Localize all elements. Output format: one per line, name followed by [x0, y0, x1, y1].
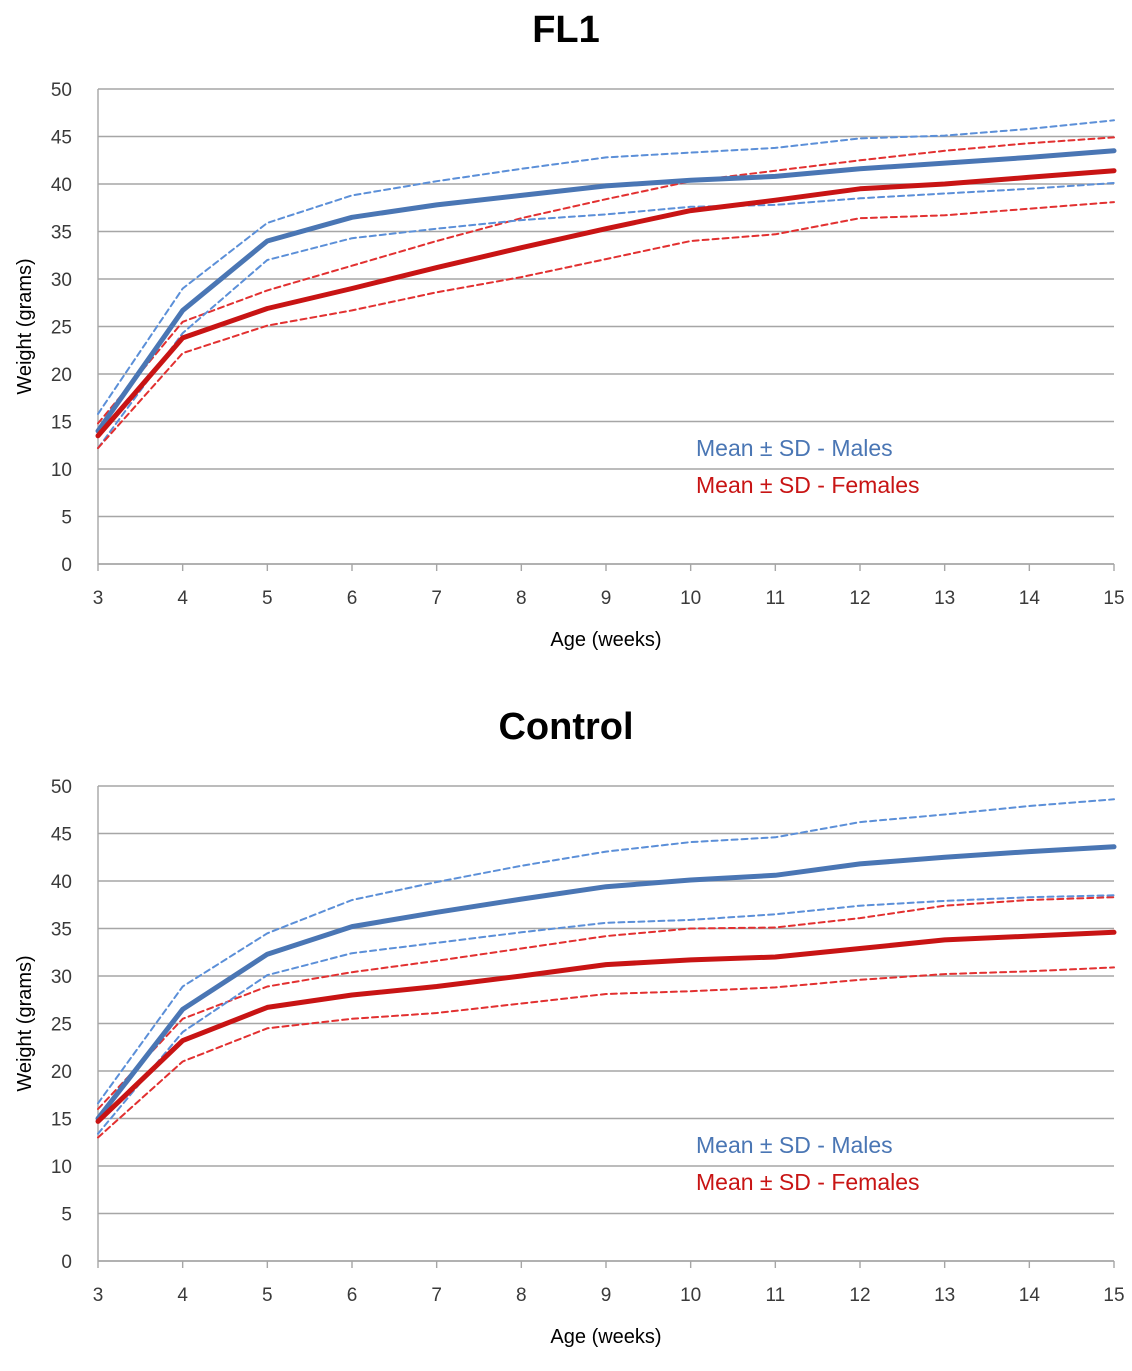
- x-tick-label: 7: [431, 588, 442, 609]
- females-lower-line: [97, 201, 1115, 450]
- y-tick-label: 35: [51, 223, 72, 244]
- x-tick-label: 15: [1103, 588, 1124, 609]
- legend-males: Mean ± SD - Males: [696, 1132, 893, 1158]
- x-tick-label: 6: [347, 588, 358, 609]
- x-axis-label: Age (weeks): [550, 629, 661, 651]
- y-tick-label: 45: [51, 825, 72, 846]
- x-axis-label: Age (weeks): [550, 1326, 661, 1348]
- x-tick-label: 14: [1019, 1285, 1041, 1306]
- legend-females: Mean ± SD - Females: [696, 472, 920, 498]
- females-mean-line: [95, 168, 1117, 439]
- y-tick-label: 15: [51, 413, 72, 434]
- y-tick-label: 10: [51, 460, 72, 481]
- x-tick-label: 12: [849, 1285, 870, 1306]
- y-tick-label: 40: [51, 872, 72, 893]
- males-lower-line: [97, 894, 1115, 1135]
- y-axis-label: Weight (grams): [14, 258, 36, 394]
- females-lower-line: [97, 966, 1115, 1139]
- males-mean-line: [95, 148, 1117, 434]
- females-mean-line: [95, 929, 1117, 1124]
- y-tick-label: 20: [51, 1062, 72, 1083]
- y-tick-label: 15: [51, 1110, 72, 1131]
- y-tick-label: 40: [51, 175, 72, 196]
- x-tick-label: 9: [601, 588, 612, 609]
- y-tick-label: 30: [51, 967, 72, 988]
- y-tick-label: 50: [51, 777, 72, 798]
- x-tick-label: 6: [347, 1285, 358, 1306]
- x-tick-label: 11: [765, 588, 785, 609]
- x-tick-label: 4: [177, 588, 188, 609]
- males-lower-line: [97, 182, 1115, 450]
- chart-control: Control 0 5 10 15 20 25 30 35 40 45 50 3 4 5 6 7 8 9 10 11 12…: [0, 697, 1132, 1371]
- x-tick-label: 8: [516, 588, 527, 609]
- y-tick-label: 35: [51, 920, 72, 941]
- y-tick-label: 25: [51, 1015, 72, 1036]
- males-mean-line: [95, 844, 1117, 1121]
- y-tick-label: 25: [51, 318, 72, 339]
- x-tick-label: 9: [601, 1285, 612, 1306]
- chart-title: FL1: [532, 9, 600, 51]
- x-tick-label: 8: [516, 1285, 527, 1306]
- y-tick-label: 5: [61, 1205, 72, 1226]
- y-tick-label: 5: [61, 508, 72, 529]
- y-tick-label: 0: [61, 1252, 72, 1273]
- x-tick-label: 12: [849, 588, 870, 609]
- y-tick-label: 10: [51, 1157, 72, 1178]
- females-upper-line: [97, 136, 1115, 425]
- x-tick-label: 7: [431, 1285, 442, 1306]
- x-tick-label: 14: [1019, 588, 1041, 609]
- males-upper-line: [97, 119, 1115, 415]
- males-upper-line: [97, 798, 1115, 1105]
- y-tick-label: 45: [51, 128, 72, 149]
- x-tick-label: 5: [262, 1285, 273, 1306]
- females-upper-line: [97, 896, 1115, 1110]
- x-tick-label: 4: [177, 1285, 188, 1306]
- chart-title: Control: [498, 706, 633, 748]
- y-tick-label: 0: [61, 555, 72, 576]
- x-tick-label: 15: [1103, 1285, 1124, 1306]
- y-tick-label: 30: [51, 270, 72, 291]
- y-tick-label: 20: [51, 365, 72, 386]
- legend-females: Mean ± SD - Females: [696, 1169, 920, 1195]
- x-tick-label: 11: [765, 1285, 785, 1306]
- chart-fl1: FL1 0 5 10 15 20 25 30 35 40 45 50 3 4 5 6 7 8 9 10 11 12 13 14…: [0, 0, 1132, 674]
- y-axis-label: Weight (grams): [14, 955, 36, 1091]
- x-tick-label: 5: [262, 588, 273, 609]
- x-tick-label: 3: [93, 1285, 104, 1306]
- x-tick-label: 13: [934, 588, 955, 609]
- y-tick-label: 50: [51, 80, 72, 101]
- x-tick-label: 10: [680, 1285, 701, 1306]
- x-tick-label: 3: [93, 588, 104, 609]
- legend-males: Mean ± SD - Males: [696, 435, 893, 461]
- x-tick-label: 10: [680, 588, 701, 609]
- x-tick-label: 13: [934, 1285, 955, 1306]
